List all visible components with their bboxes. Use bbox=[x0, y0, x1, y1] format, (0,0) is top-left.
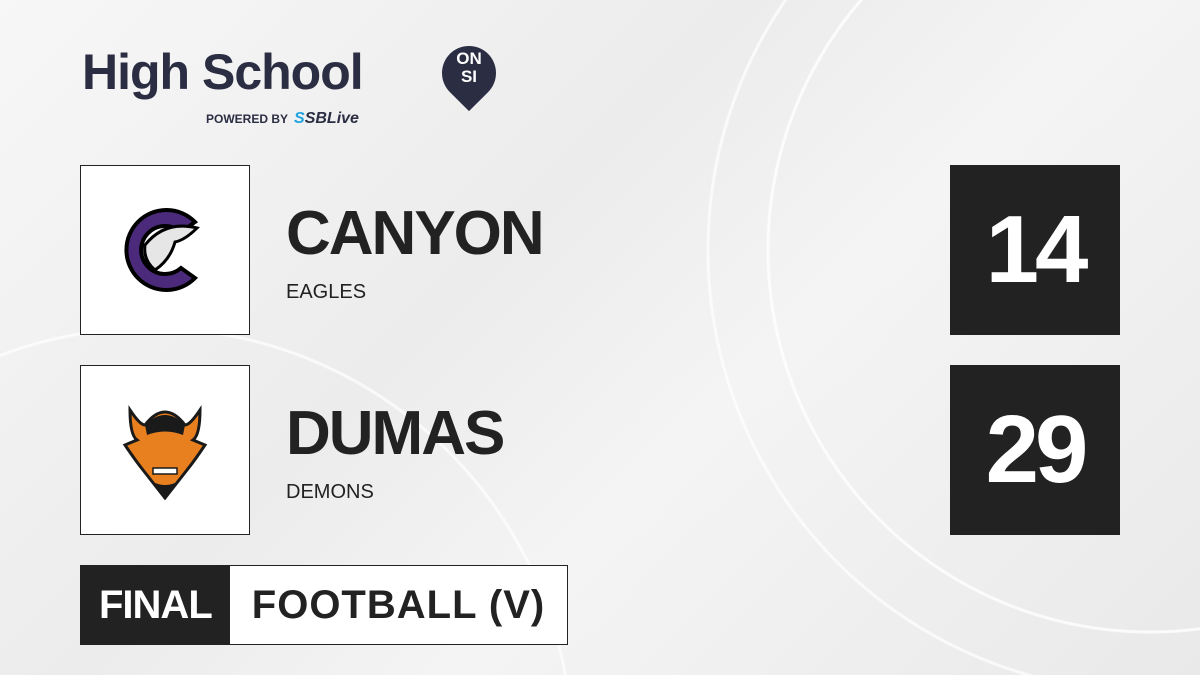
game-status-bar: FINAL FOOTBALL (V) bbox=[80, 565, 569, 645]
demon-head-logo-icon bbox=[122, 405, 208, 500]
sblive-logo-mark: S bbox=[294, 110, 305, 127]
badge-top: ON bbox=[456, 49, 482, 68]
sblive-logo: SSBLive bbox=[294, 110, 359, 127]
team-score-value: 29 bbox=[985, 396, 1089, 503]
team-logo-canyon bbox=[80, 165, 250, 335]
team-mascot: EAGLES bbox=[286, 281, 367, 303]
team-mascot: DEMONS bbox=[286, 481, 374, 503]
badge-bottom: SI bbox=[460, 67, 478, 86]
brand-badge: ON SI bbox=[442, 50, 496, 86]
team-score-value: 14 bbox=[985, 196, 1089, 303]
powered-by-label: POWERED BY bbox=[206, 112, 289, 126]
sblive-logo-text: SBLive bbox=[304, 110, 359, 127]
team-name: DUMAS bbox=[286, 399, 505, 468]
game-status-label: FINAL bbox=[99, 582, 213, 627]
sport-label: FOOTBALL (V) bbox=[230, 566, 567, 644]
game-status: FINAL bbox=[81, 566, 230, 644]
eagle-c-logo-icon bbox=[124, 208, 200, 292]
team-name: CANYON bbox=[286, 199, 545, 268]
high-school-on-si-logo: High School ON SI POWERED BY SSBLive bbox=[82, 34, 508, 134]
sport-label-text: FOOTBALL (V) bbox=[251, 582, 546, 627]
brand-title: High School bbox=[82, 44, 364, 100]
team-score: 29 bbox=[950, 365, 1120, 535]
team-logo-dumas bbox=[80, 365, 250, 535]
team-score: 14 bbox=[950, 165, 1120, 335]
powered-by: POWERED BY SSBLive bbox=[206, 110, 359, 128]
